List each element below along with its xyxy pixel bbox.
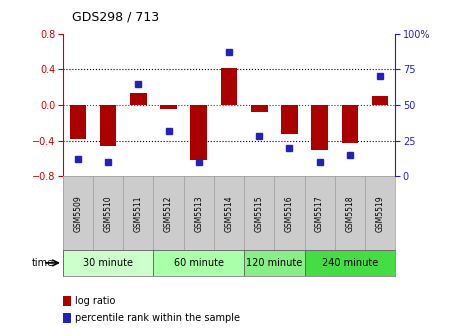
Text: GSM5513: GSM5513 <box>194 195 203 232</box>
Text: percentile rank within the sample: percentile rank within the sample <box>75 312 240 323</box>
Bar <box>100 105 116 146</box>
Text: time: time <box>32 258 54 268</box>
Text: 30 minute: 30 minute <box>83 258 133 268</box>
Text: GSM5511: GSM5511 <box>134 195 143 232</box>
Text: GDS298 / 713: GDS298 / 713 <box>72 10 159 23</box>
Bar <box>311 105 328 150</box>
Bar <box>281 105 298 134</box>
Text: GSM5512: GSM5512 <box>164 195 173 232</box>
Text: GSM5516: GSM5516 <box>285 195 294 232</box>
Text: GSM5518: GSM5518 <box>345 195 354 232</box>
Text: GSM5519: GSM5519 <box>375 195 384 232</box>
Bar <box>342 105 358 143</box>
Text: 240 minute: 240 minute <box>321 258 378 268</box>
Bar <box>70 105 86 139</box>
Bar <box>130 93 147 105</box>
Text: GSM5509: GSM5509 <box>74 195 83 232</box>
Bar <box>190 105 207 160</box>
Bar <box>244 250 304 276</box>
Bar <box>221 69 237 105</box>
Text: GSM5514: GSM5514 <box>224 195 233 232</box>
Bar <box>63 250 154 276</box>
Bar <box>154 250 244 276</box>
Text: 120 minute: 120 minute <box>246 258 303 268</box>
Text: log ratio: log ratio <box>75 296 115 306</box>
Text: GSM5517: GSM5517 <box>315 195 324 232</box>
Bar <box>160 105 177 110</box>
Bar <box>304 250 395 276</box>
Bar <box>251 105 268 112</box>
Text: 60 minute: 60 minute <box>174 258 224 268</box>
Bar <box>372 96 388 105</box>
Text: GSM5515: GSM5515 <box>255 195 264 232</box>
Text: GSM5510: GSM5510 <box>104 195 113 232</box>
